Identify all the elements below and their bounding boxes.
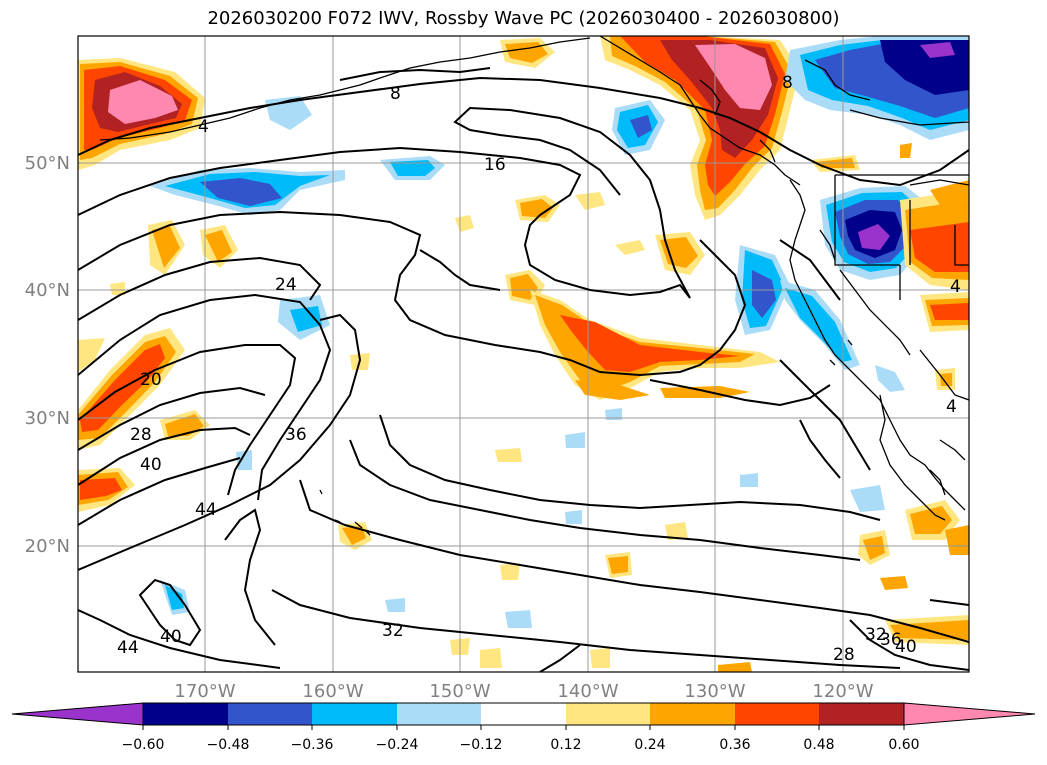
colorbar-segment (228, 703, 312, 725)
contour-label: 40 (895, 637, 917, 657)
colorbar-segment (397, 703, 481, 725)
contour-label: 40 (160, 627, 182, 647)
colorbar-segment (143, 703, 228, 725)
latitude-labels: 50°N 40°N 30°N 20°N (25, 153, 70, 557)
lat-label-30n: 30°N (25, 408, 70, 429)
contour-label: 32 (382, 621, 404, 641)
colorbar-segment (566, 703, 650, 725)
contour-label: 36 (880, 630, 902, 650)
longitude-labels: 170°W 160°W 150°W 140°W 130°W 120°W (174, 681, 873, 702)
lon-label-150w: 150°W (429, 681, 490, 702)
lon-label-120w: 120°W (812, 681, 873, 702)
lon-label-140w: 140°W (557, 681, 618, 702)
coastlines (99, 36, 969, 536)
contour-label: 16 (484, 155, 506, 175)
lat-label-20n: 20°N (25, 536, 70, 557)
contour-label: 8 (782, 73, 793, 93)
contour-labels: 8 4 16 24 20 28 40 36 44 32 44 40 28 32 … (117, 73, 961, 665)
map-frame (77, 35, 970, 673)
colorbar-segment (312, 703, 397, 725)
colorbar-tick-label: 0.60 (888, 737, 919, 753)
colorbar-segment (735, 703, 819, 725)
colorbar-segment (650, 703, 735, 725)
colorbar-tick-label: −0.24 (376, 737, 419, 753)
contour-label: 4 (946, 397, 957, 417)
lat-label-40n: 40°N (25, 280, 70, 301)
colorbar-extend-high (903, 702, 1036, 726)
lon-label-160w: 160°W (302, 681, 363, 702)
colorbar-segment (819, 703, 904, 725)
colorbar-tick-label: −0.12 (460, 737, 503, 753)
colorbar-tick-label: 0.48 (803, 737, 834, 753)
colorbar-segment (481, 703, 566, 725)
contour-label: 28 (130, 425, 152, 445)
contour-label: 44 (117, 638, 139, 658)
contour-label: 24 (275, 275, 297, 295)
colorbar-tick-label: 0.24 (634, 737, 665, 753)
contour-label: 20 (140, 370, 162, 390)
iwv-contours (78, 67, 969, 672)
contour-label: 8 (390, 84, 401, 104)
contour-label: 28 (833, 645, 855, 665)
anomaly-shading (78, 36, 969, 672)
map-title: 2026030200 F072 IWV, Rossby Wave PC (202… (207, 8, 840, 29)
colorbar: −0.60 −0.48 −0.36 −0.24 −0.12 0.12 0.24 … (11, 702, 1036, 753)
lon-label-130w: 130°W (684, 681, 745, 702)
colorbar-tick-label: 0.12 (550, 737, 581, 753)
lat-label-50n: 50°N (25, 153, 70, 174)
contour-label: 4 (950, 277, 961, 297)
contour-label: 32 (865, 625, 887, 645)
colorbar-tick-label: −0.36 (291, 737, 334, 753)
colorbar-tick-label: 0.36 (719, 737, 750, 753)
colorbar-tick-label: −0.48 (207, 737, 250, 753)
colorbar-extend-low (11, 702, 144, 726)
lon-label-170w: 170°W (174, 681, 235, 702)
contour-label: 40 (140, 455, 162, 475)
colorbar-tick-label: −0.60 (122, 737, 165, 753)
contour-label: 4 (198, 117, 209, 137)
contour-label: 36 (285, 425, 307, 445)
contour-label: 44 (195, 500, 217, 520)
